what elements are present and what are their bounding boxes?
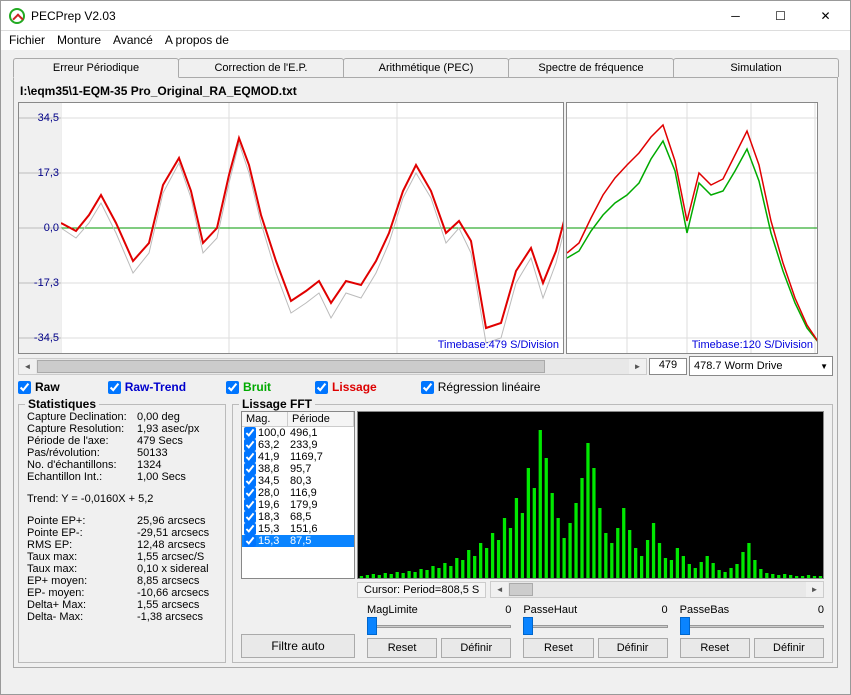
stats-row: Pointe EP+:25,96 arcsecs: [27, 515, 217, 527]
stats-row: EP- moyen:-10,66 arcsecs: [27, 587, 217, 599]
main-chart[interactable]: 34,5 17,3 0,0 -17,3 -34,5 Timebase:479 S…: [18, 102, 564, 354]
slider-track[interactable]: [523, 616, 667, 636]
slider-value: 0: [505, 604, 511, 616]
main-chart-timebase: Timebase:479 S/Division: [438, 339, 559, 351]
combo-value: 478.7 Worm Drive: [694, 360, 782, 372]
check-bruit[interactable]: Bruit: [226, 380, 271, 394]
tab-simulation[interactable]: Simulation: [673, 58, 839, 77]
tab-spectrum[interactable]: Spectre de fréquence: [508, 58, 674, 77]
fft-title: Lissage FFT: [239, 397, 315, 411]
ytick: 34,5: [38, 112, 59, 124]
check-regression[interactable]: Régression linéaire: [421, 380, 541, 394]
fft-list-row[interactable]: 18,368,5: [242, 511, 354, 523]
set-button[interactable]: Définir: [598, 638, 668, 658]
tab-strip: Erreur Périodique Correction de l'E.P. A…: [13, 58, 838, 78]
slider-value: 0: [818, 604, 824, 616]
fft-spectrum[interactable]: [357, 411, 824, 579]
fft-list-row[interactable]: 28,0116,9: [242, 487, 354, 499]
file-path-label: I:\eqm35\1-EQM-35 Pro_Original_RA_EQMOD.…: [20, 84, 833, 98]
titlebar: PECPrep V2.03 ─ ☐ ✕: [1, 1, 850, 31]
stats-row: Période de l'axe:479 Secs: [27, 435, 217, 447]
slider-group: PasseBas 0 ResetDéfinir: [680, 604, 824, 658]
reset-button[interactable]: Reset: [680, 638, 750, 658]
stats-row: No. d'échantillons:1324: [27, 459, 217, 471]
menu-about[interactable]: A propos de: [165, 33, 229, 48]
fft-list-row[interactable]: 34,580,3: [242, 475, 354, 487]
set-button[interactable]: Définir: [441, 638, 511, 658]
stats-row: Taux max:1,55 arcsec/S: [27, 551, 217, 563]
auto-filter-button[interactable]: Filtre auto: [241, 634, 355, 658]
check-raw[interactable]: Raw: [18, 380, 60, 394]
app-icon: [9, 8, 25, 24]
slider-track[interactable]: [680, 616, 824, 636]
scroll-right-icon[interactable]: ►: [806, 582, 823, 597]
stats-row: Pointe EP-:-29,51 arcsecs: [27, 527, 217, 539]
stats-row: Capture Resolution:1,93 asec/px: [27, 423, 217, 435]
menu-mount[interactable]: Monture: [57, 33, 101, 48]
stats-row: EP+ moyen:8,85 arcsecs: [27, 575, 217, 587]
check-lissage[interactable]: Lissage: [315, 380, 377, 394]
tab-periodic-error[interactable]: Erreur Périodique: [13, 58, 179, 78]
ytick: -17,3: [34, 277, 59, 289]
slider-group: MagLimite 0 ResetDéfinir: [367, 604, 511, 658]
fft-list-row[interactable]: 15,3151,6: [242, 523, 354, 535]
fft-list-row[interactable]: 100,0496,1: [242, 427, 354, 439]
main-scrollbar[interactable]: ◄ ►: [18, 358, 647, 375]
stats-groupbox: Statistiques Capture Declination:0,00 de…: [18, 404, 226, 663]
slider-label: PasseHaut: [523, 604, 577, 616]
menubar: Fichier Monture Avancé A propos de: [1, 31, 850, 50]
window-title: PECPrep V2.03: [31, 9, 713, 23]
stats-row: Capture Declination:0,00 deg: [27, 411, 217, 423]
check-raw-trend[interactable]: Raw-Trend: [108, 380, 186, 394]
side-chart-timebase: Timebase:120 S/Division: [692, 339, 813, 351]
fft-col-mag: Mag.: [242, 412, 288, 426]
scroll-value: 479: [649, 358, 687, 375]
close-button[interactable]: ✕: [803, 1, 848, 30]
stats-row: Echantillon Int.:1,00 Secs: [27, 471, 217, 483]
fft-list-row[interactable]: 38,895,7: [242, 463, 354, 475]
scroll-left-icon[interactable]: ◄: [19, 359, 36, 374]
stats-row: Pas/révolution:50133: [27, 447, 217, 459]
slider-value: 0: [662, 604, 668, 616]
minimize-button[interactable]: ─: [713, 1, 758, 30]
tab-arithmetic[interactable]: Arithmétique (PEC): [343, 58, 509, 77]
slider-track[interactable]: [367, 616, 511, 636]
trend-equation: Trend: Y = -0,0160X + 5,2: [27, 493, 217, 505]
fft-list-row[interactable]: 15,387,5: [242, 535, 354, 547]
side-chart[interactable]: Timebase:120 S/Division: [566, 102, 818, 354]
chevron-down-icon: ▼: [820, 362, 828, 371]
menu-file[interactable]: Fichier: [9, 33, 45, 48]
stats-row: Taux max:0,10 x sidereal: [27, 563, 217, 575]
set-button[interactable]: Définir: [754, 638, 824, 658]
maximize-button[interactable]: ☐: [758, 1, 803, 30]
fft-col-period: Période: [288, 412, 354, 426]
slider-label: PasseBas: [680, 604, 730, 616]
ytick: -34,5: [34, 332, 59, 344]
worm-drive-select[interactable]: 478.7 Worm Drive ▼: [689, 356, 833, 376]
fft-list-row[interactable]: 19,6179,9: [242, 499, 354, 511]
fft-list-row[interactable]: 63,2233,9: [242, 439, 354, 451]
reset-button[interactable]: Reset: [523, 638, 593, 658]
stats-row: RMS EP:12,48 arcsecs: [27, 539, 217, 551]
menu-advanced[interactable]: Avancé: [113, 33, 153, 48]
reset-button[interactable]: Reset: [367, 638, 437, 658]
ytick: 0,0: [44, 222, 59, 234]
tab-ep-correction[interactable]: Correction de l'E.P.: [178, 58, 344, 77]
slider-label: MagLimite: [367, 604, 418, 616]
scroll-right-icon[interactable]: ►: [629, 359, 646, 374]
slider-group: PasseHaut 0 ResetDéfinir: [523, 604, 667, 658]
fft-list-row[interactable]: 41,91169,7: [242, 451, 354, 463]
stats-row: Delta- Max:-1,38 arcsecs: [27, 611, 217, 623]
fft-groupbox: Lissage FFT Mag. Période 100,0496,163,22…: [232, 404, 833, 663]
scroll-left-icon[interactable]: ◄: [491, 582, 508, 597]
ytick: 17,3: [38, 167, 59, 179]
fft-list[interactable]: Mag. Période 100,0496,163,2233,941,91169…: [241, 411, 355, 579]
fft-scrollbar[interactable]: ◄ ►: [490, 581, 824, 598]
stats-row: Delta+ Max:1,55 arcsecs: [27, 599, 217, 611]
fft-cursor-label: Cursor: Period=808,5 S: [357, 582, 486, 598]
stats-title: Statistiques: [25, 397, 99, 411]
